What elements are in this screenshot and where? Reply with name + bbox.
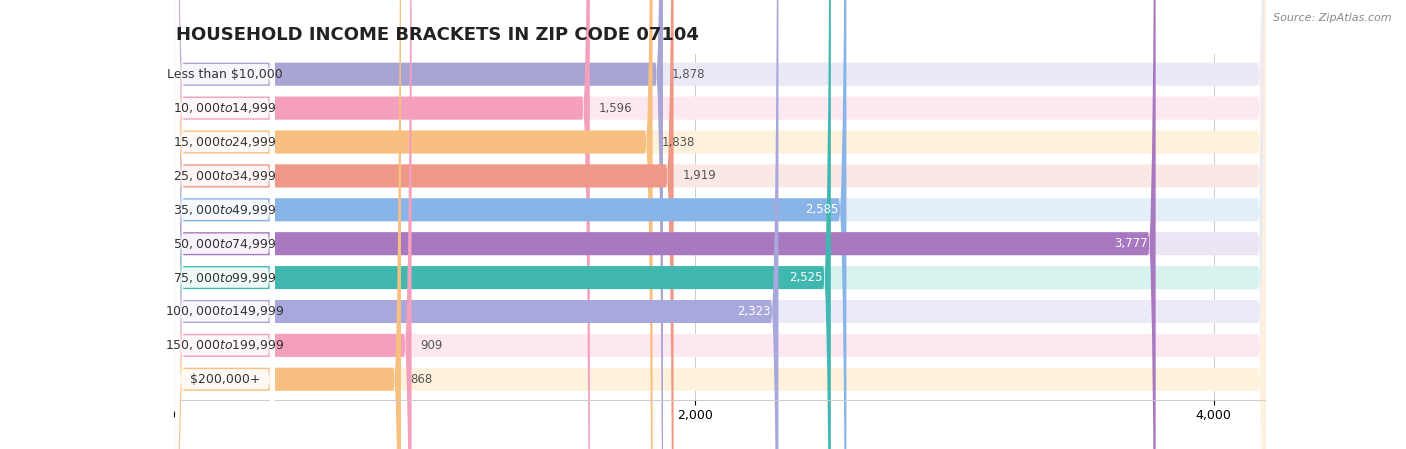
FancyBboxPatch shape (176, 0, 274, 449)
FancyBboxPatch shape (176, 0, 1265, 449)
FancyBboxPatch shape (176, 0, 1265, 449)
Text: 2,525: 2,525 (790, 271, 823, 284)
FancyBboxPatch shape (176, 0, 591, 449)
FancyBboxPatch shape (176, 0, 664, 449)
FancyBboxPatch shape (176, 0, 831, 449)
Text: 3,777: 3,777 (1114, 237, 1147, 250)
FancyBboxPatch shape (176, 0, 1265, 449)
FancyBboxPatch shape (176, 0, 274, 449)
FancyBboxPatch shape (176, 0, 274, 449)
Text: $150,000 to $199,999: $150,000 to $199,999 (166, 339, 285, 352)
FancyBboxPatch shape (176, 0, 1156, 449)
Text: $25,000 to $34,999: $25,000 to $34,999 (173, 169, 277, 183)
Text: 1,878: 1,878 (672, 68, 706, 81)
FancyBboxPatch shape (176, 0, 652, 449)
Text: 1,596: 1,596 (599, 101, 633, 114)
FancyBboxPatch shape (176, 0, 274, 449)
Text: $10,000 to $14,999: $10,000 to $14,999 (173, 101, 277, 115)
Text: $100,000 to $149,999: $100,000 to $149,999 (166, 304, 285, 318)
Text: 2,323: 2,323 (737, 305, 770, 318)
FancyBboxPatch shape (176, 0, 1265, 449)
Text: 1,919: 1,919 (683, 169, 717, 182)
FancyBboxPatch shape (176, 0, 1265, 449)
FancyBboxPatch shape (176, 0, 779, 449)
FancyBboxPatch shape (176, 0, 274, 449)
FancyBboxPatch shape (176, 0, 1265, 449)
FancyBboxPatch shape (176, 0, 274, 449)
FancyBboxPatch shape (176, 0, 274, 449)
FancyBboxPatch shape (176, 0, 673, 449)
FancyBboxPatch shape (176, 0, 1265, 449)
FancyBboxPatch shape (176, 0, 274, 449)
FancyBboxPatch shape (176, 0, 401, 449)
FancyBboxPatch shape (176, 0, 846, 449)
FancyBboxPatch shape (176, 0, 1265, 449)
Text: $15,000 to $24,999: $15,000 to $24,999 (173, 135, 277, 149)
Text: $35,000 to $49,999: $35,000 to $49,999 (173, 203, 277, 217)
FancyBboxPatch shape (176, 0, 274, 449)
Text: $50,000 to $74,999: $50,000 to $74,999 (173, 237, 277, 251)
Text: 868: 868 (411, 373, 432, 386)
Text: 909: 909 (420, 339, 443, 352)
FancyBboxPatch shape (176, 0, 1265, 449)
Text: 1,838: 1,838 (662, 136, 695, 149)
FancyBboxPatch shape (176, 0, 412, 449)
Text: Source: ZipAtlas.com: Source: ZipAtlas.com (1274, 13, 1392, 23)
FancyBboxPatch shape (176, 0, 1265, 449)
Text: Less than $10,000: Less than $10,000 (167, 68, 283, 81)
Text: 2,585: 2,585 (806, 203, 838, 216)
Text: $200,000+: $200,000+ (190, 373, 260, 386)
FancyBboxPatch shape (176, 0, 274, 449)
Text: $75,000 to $99,999: $75,000 to $99,999 (173, 271, 277, 285)
Text: HOUSEHOLD INCOME BRACKETS IN ZIP CODE 07104: HOUSEHOLD INCOME BRACKETS IN ZIP CODE 07… (176, 26, 699, 44)
